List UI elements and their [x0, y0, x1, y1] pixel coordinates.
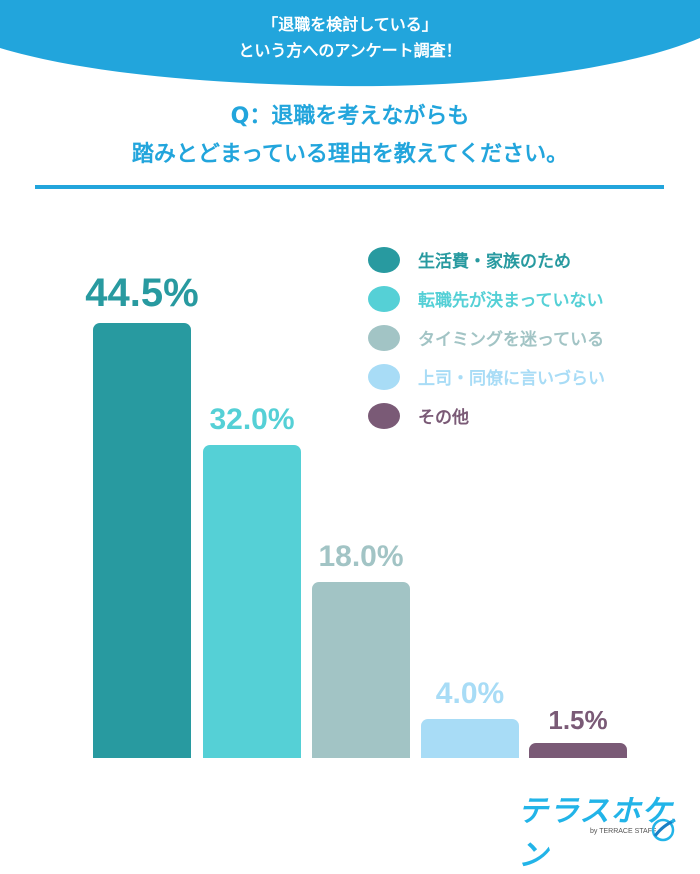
bar [203, 445, 301, 758]
legend-dot-icon [368, 285, 400, 312]
bar-value-label: 4.0% [435, 677, 505, 710]
question-heading: Q：退職を考えながらも 踏みとどまっている理由を教えてください。 [0, 98, 700, 174]
bar-value-label: 44.5% [85, 271, 199, 315]
legend-item: 上司・同僚に言いづらい [368, 357, 605, 396]
legend-label: 生活費・家族のため [418, 252, 571, 272]
legend-item: タイミングを迷っている [368, 318, 605, 357]
brand-logo: テラスホケン by TERRACE STAFF [518, 786, 688, 873]
logo-swoosh-icon [651, 818, 676, 842]
legend-label: その他 [418, 408, 469, 428]
header-banner: 「退職を検討している」 という方へのアンケート調査！ [0, 0, 700, 90]
legend-label: 転職先が決まっていない [418, 291, 604, 311]
survey-title: 「退職を検討している」 という方へのアンケート調査！ [0, 12, 700, 64]
logo-wordmark: テラスホケン [518, 794, 673, 873]
bar [529, 743, 627, 758]
legend-item: 転職先が決まっていない [368, 279, 605, 318]
bar-value-label: 1.5% [548, 705, 608, 735]
question-underline [35, 185, 664, 189]
logo-tagline: by TERRACE STAFF [590, 828, 657, 835]
legend-dot-icon [368, 246, 400, 273]
bar [312, 582, 410, 758]
bar [421, 719, 519, 758]
legend-dot-icon [368, 402, 400, 429]
survey-title-line2: という方へのアンケート調査！ [238, 41, 462, 60]
question-line1: Q：退職を考えながらも [230, 104, 470, 129]
bar-value-label: 18.0% [318, 540, 404, 573]
legend-dot-icon [368, 363, 400, 390]
legend-item: その他 [368, 396, 605, 435]
survey-title-line1: 「退職を検討している」 [262, 15, 438, 34]
bar-value-label: 32.0% [209, 403, 295, 436]
question-line2: 踏みとどまっている理由を教えてください。 [131, 142, 569, 167]
bar [93, 323, 191, 758]
chart-legend: 生活費・家族のため 転職先が決まっていない タイミングを迷っている 上司・同僚に… [368, 240, 605, 435]
legend-label: 上司・同僚に言いづらい [418, 369, 605, 389]
legend-dot-icon [368, 324, 400, 351]
banner-shape [0, 0, 700, 87]
legend-label: タイミングを迷っている [418, 330, 605, 350]
legend-item: 生活費・家族のため [368, 240, 605, 279]
